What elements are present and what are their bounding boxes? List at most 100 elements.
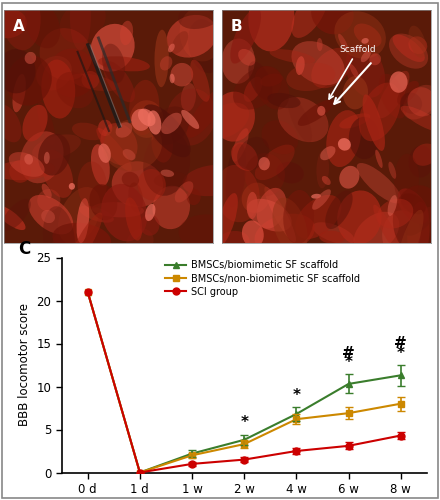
Ellipse shape xyxy=(317,106,326,116)
Ellipse shape xyxy=(377,71,410,118)
Ellipse shape xyxy=(179,214,235,250)
Ellipse shape xyxy=(42,150,73,198)
Ellipse shape xyxy=(278,97,329,142)
Ellipse shape xyxy=(77,198,89,243)
Ellipse shape xyxy=(0,160,55,180)
Ellipse shape xyxy=(37,189,60,212)
Ellipse shape xyxy=(181,83,196,112)
Ellipse shape xyxy=(89,184,117,220)
Ellipse shape xyxy=(178,0,227,29)
Ellipse shape xyxy=(283,190,314,244)
Ellipse shape xyxy=(43,206,75,272)
SCI group xyxy=(346,443,351,449)
Ellipse shape xyxy=(171,31,188,54)
Ellipse shape xyxy=(255,144,295,180)
Text: #: # xyxy=(394,336,407,351)
Ellipse shape xyxy=(77,162,106,208)
Ellipse shape xyxy=(24,154,33,164)
BMSCs/biomimetic SF scaffold xyxy=(294,411,299,417)
SCI group xyxy=(137,470,143,476)
Ellipse shape xyxy=(216,193,238,246)
Ellipse shape xyxy=(153,186,190,229)
Ellipse shape xyxy=(394,154,419,204)
Ellipse shape xyxy=(129,80,159,135)
Ellipse shape xyxy=(152,106,189,145)
Ellipse shape xyxy=(337,190,382,244)
Ellipse shape xyxy=(0,0,40,50)
Ellipse shape xyxy=(400,92,422,114)
Ellipse shape xyxy=(161,112,182,134)
Ellipse shape xyxy=(130,100,163,138)
Ellipse shape xyxy=(312,48,352,88)
Ellipse shape xyxy=(408,26,426,58)
Ellipse shape xyxy=(244,77,262,102)
Ellipse shape xyxy=(9,152,44,177)
BMSCs/biomimetic SF scaffold xyxy=(85,289,90,295)
Ellipse shape xyxy=(350,64,359,78)
Ellipse shape xyxy=(338,34,348,50)
Ellipse shape xyxy=(41,60,75,118)
Ellipse shape xyxy=(298,100,334,126)
BMSCs/non-biomimetic SF scaffold xyxy=(137,470,143,476)
Ellipse shape xyxy=(102,44,125,84)
Ellipse shape xyxy=(160,56,172,70)
Ellipse shape xyxy=(98,56,150,72)
Ellipse shape xyxy=(247,192,258,219)
SCI group xyxy=(242,456,247,462)
SCI group xyxy=(189,461,194,467)
Ellipse shape xyxy=(125,198,142,240)
Ellipse shape xyxy=(373,204,403,256)
Ellipse shape xyxy=(9,160,31,183)
Y-axis label: BBB locomotor score: BBB locomotor score xyxy=(18,304,31,426)
Ellipse shape xyxy=(123,149,136,160)
Ellipse shape xyxy=(0,8,27,38)
Ellipse shape xyxy=(261,120,298,154)
BMSCs/biomimetic SF scaffold xyxy=(137,470,143,476)
Ellipse shape xyxy=(272,198,308,254)
Ellipse shape xyxy=(221,38,255,84)
Ellipse shape xyxy=(361,38,369,44)
Ellipse shape xyxy=(140,214,159,236)
Ellipse shape xyxy=(397,81,419,104)
Ellipse shape xyxy=(69,183,75,190)
Ellipse shape xyxy=(81,71,99,89)
Ellipse shape xyxy=(126,228,154,256)
Ellipse shape xyxy=(58,187,100,244)
Ellipse shape xyxy=(286,62,335,91)
Ellipse shape xyxy=(354,24,381,47)
Ellipse shape xyxy=(233,66,282,110)
SCI group xyxy=(85,289,90,295)
BMSCs/biomimetic SF scaffold xyxy=(398,372,403,378)
Text: *: * xyxy=(240,416,248,430)
Ellipse shape xyxy=(232,128,249,162)
Ellipse shape xyxy=(91,144,110,186)
Ellipse shape xyxy=(69,212,103,268)
Ellipse shape xyxy=(248,0,294,52)
Ellipse shape xyxy=(6,56,52,106)
Ellipse shape xyxy=(326,110,361,167)
Ellipse shape xyxy=(79,206,114,222)
BMSCs/non-biomimetic SF scaffold xyxy=(85,289,90,295)
Ellipse shape xyxy=(270,49,315,64)
Ellipse shape xyxy=(407,202,429,264)
Ellipse shape xyxy=(40,28,92,80)
Ellipse shape xyxy=(213,92,255,142)
Ellipse shape xyxy=(154,172,187,188)
Ellipse shape xyxy=(112,162,163,207)
Ellipse shape xyxy=(257,188,286,228)
Ellipse shape xyxy=(389,72,407,92)
Ellipse shape xyxy=(103,61,135,102)
Ellipse shape xyxy=(92,202,144,218)
Ellipse shape xyxy=(0,205,26,230)
Ellipse shape xyxy=(70,0,91,50)
Ellipse shape xyxy=(216,231,249,253)
Ellipse shape xyxy=(205,102,249,139)
Ellipse shape xyxy=(413,144,437,166)
Ellipse shape xyxy=(12,74,26,112)
Ellipse shape xyxy=(188,19,223,73)
Ellipse shape xyxy=(338,138,351,150)
Ellipse shape xyxy=(255,214,315,253)
Ellipse shape xyxy=(230,8,261,64)
Ellipse shape xyxy=(167,15,217,58)
Ellipse shape xyxy=(405,207,436,236)
